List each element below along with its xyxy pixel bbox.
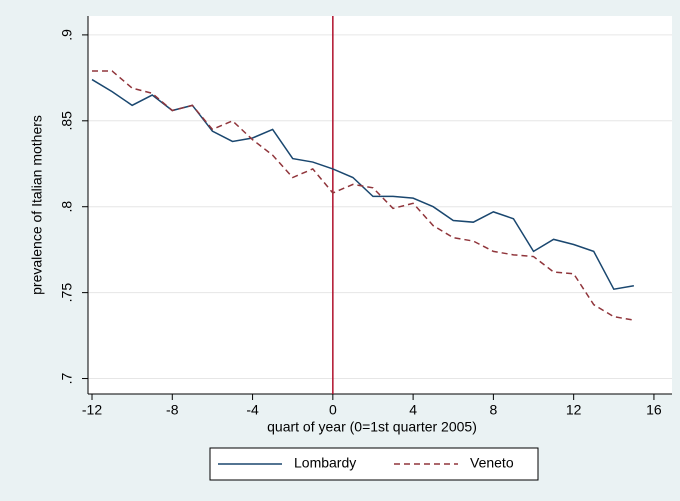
- y-tick-label: .7: [59, 372, 75, 384]
- x-tick-label: 12: [566, 402, 582, 418]
- y-tick-label: .9: [59, 29, 75, 41]
- x-tick-label: 8: [489, 402, 497, 418]
- x-tick-label: -8: [166, 402, 179, 418]
- series-line: [92, 70, 634, 321]
- plot-area: [88, 16, 672, 394]
- x-axis-label: quart of year (0=1st quarter 2005): [267, 419, 477, 435]
- x-tick-label: -4: [246, 402, 259, 418]
- y-tick-label: .85: [59, 111, 75, 131]
- x-tick-label: -12: [82, 402, 102, 418]
- y-tick-label: .8: [59, 201, 75, 213]
- legend-label: Veneto: [470, 455, 514, 471]
- legend-label: Lombardy: [294, 455, 356, 471]
- y-axis-label: prevalence of Italian mothers: [29, 115, 45, 295]
- x-tick-label: 0: [329, 402, 337, 418]
- x-tick-label: 16: [646, 402, 662, 418]
- x-tick-label: 4: [409, 402, 417, 418]
- y-tick-label: .75: [59, 283, 75, 303]
